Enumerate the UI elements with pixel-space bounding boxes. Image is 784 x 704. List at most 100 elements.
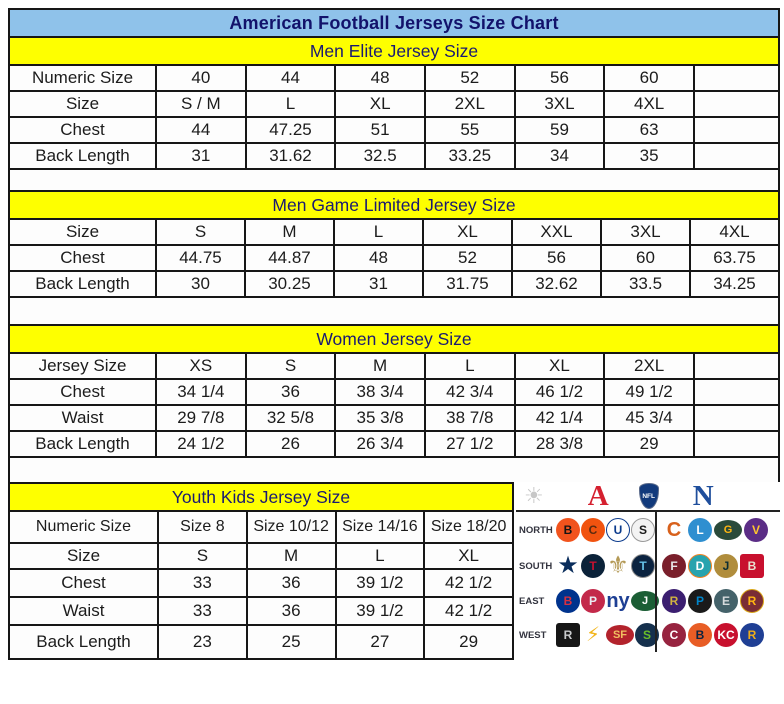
team-logo-panthers: P — [688, 589, 712, 613]
cell-value: 39 1/2 — [334, 568, 426, 598]
division-label: NORTH — [519, 524, 553, 536]
table-row: Chest 34 1/4 36 38 3/4 42 3/4 46 1/2 49 1/2 — [8, 378, 781, 406]
cell-value: 42 1/2 — [423, 568, 514, 598]
row-label: Chest — [8, 378, 157, 406]
table-row: Size S M L XL XXL 3XL 4XL — [8, 218, 780, 246]
team-logo-saints: ⚜ — [607, 552, 629, 579]
cell-value: M — [244, 218, 335, 246]
table-row: Size S M L XL — [8, 542, 514, 570]
cell-value: 44 — [244, 64, 337, 92]
cell-value: L — [333, 218, 424, 246]
table-row: Numeric Size Size 8 Size 10/12 Size 14/16 Si… — [8, 510, 514, 544]
cell-value: 2XL — [603, 352, 695, 380]
table-row: Waist 33 36 39 1/2 42 1/2 — [8, 596, 514, 626]
cell-value: 56 — [513, 64, 606, 92]
cell-value: 29 — [603, 430, 695, 458]
cell-value: 46 1/2 — [513, 378, 606, 406]
table-row: Back Length 23 25 27 29 — [8, 624, 514, 660]
size-chart-sheet: American Football Jerseys Size Chart Men… — [8, 8, 781, 660]
cell-value: 36 — [244, 378, 337, 406]
nfl-shield-icon: NFL — [638, 483, 659, 509]
team-logo-titans: T — [631, 554, 655, 578]
cell-value: S / M — [155, 90, 247, 118]
conference-header: ☀ A NFL N — [516, 479, 780, 512]
cell-value: 39 1/2 — [334, 596, 426, 626]
cell-value: 2XL — [423, 90, 516, 118]
cell-value: 31.75 — [422, 270, 513, 298]
cell-value: 26 3/4 — [334, 430, 426, 458]
team-logo-steelers: S — [631, 518, 655, 542]
row-label: Waist — [8, 596, 159, 626]
cell-value: 48 — [334, 64, 426, 92]
table-row: Chest 44 47.25 51 55 59 63 — [8, 116, 781, 144]
cell-value: 34.25 — [689, 270, 780, 298]
table-row: Back Length 24 1/2 26 26 3/4 27 1/2 28 3/8 29 — [8, 430, 781, 458]
team-logo-chargers: ⚡ — [585, 624, 601, 646]
cell-value: 35 — [603, 142, 695, 170]
section-title: Women Jersey Size — [8, 324, 780, 354]
nfc-logo: N — [692, 479, 714, 512]
afc-logo: A — [587, 479, 609, 512]
team-logo-eagles: E — [714, 589, 738, 613]
women-table: Women Jersey Size Jersey Size XS S M L XL 2XL C… — [8, 324, 781, 458]
cell-value: 28 3/8 — [513, 430, 606, 458]
team-logo-dolphins: D — [688, 554, 712, 578]
cell-value: 26 — [244, 430, 337, 458]
cell-value: M — [334, 352, 426, 380]
table-row: Size S / M L XL 2XL 3XL 4XL — [8, 90, 781, 118]
team-logo-buccaneers: B — [740, 554, 764, 578]
cell-value: 33 — [157, 596, 248, 626]
cell-value: 56 — [511, 244, 602, 272]
cell-value: XS — [155, 352, 247, 380]
cell-value — [692, 90, 781, 118]
team-logo-bills: B — [556, 589, 580, 613]
row-label: Back Length — [8, 142, 157, 170]
cell-value — [692, 352, 781, 380]
row-label: Size — [8, 218, 157, 246]
team-logo-browns: C — [581, 518, 605, 542]
team-logo-colts: U — [606, 518, 630, 542]
cell-value: 31.62 — [244, 142, 337, 170]
men-elite-table: Men Elite Jersey Size Numeric Size 40 44 48… — [8, 36, 781, 170]
cell-value: L — [334, 542, 426, 570]
section-header-row: Men Game Limited Jersey Size — [8, 190, 780, 220]
team-logo-texans: T — [581, 554, 605, 578]
team-logo-bears: C — [666, 519, 682, 541]
cell-value: 23 — [157, 624, 248, 660]
row-label: Numeric Size — [8, 510, 159, 544]
cell-value: 52 — [422, 244, 513, 272]
cell-value — [692, 430, 781, 458]
cell-value — [692, 142, 781, 170]
team-logo-raiders: R — [556, 623, 580, 647]
table-row: Numeric Size 40 44 48 52 56 60 — [8, 64, 781, 92]
section-header-row: Men Elite Jersey Size — [8, 36, 780, 66]
cell-value: S — [244, 352, 337, 380]
cell-value: 32.5 — [334, 142, 426, 170]
cell-value: 27 1/2 — [423, 430, 516, 458]
men-game-limited-table: Men Game Limited Jersey Size Size S M L XL XX… — [8, 190, 780, 298]
cell-value: XL — [513, 352, 606, 380]
cell-value: 38 3/4 — [334, 378, 426, 406]
cell-value: 55 — [423, 116, 516, 144]
table-row: Back Length 31 31.62 32.5 33.25 34 35 — [8, 142, 781, 170]
table-row: Chest 33 36 39 1/2 42 1/2 — [8, 568, 514, 598]
cell-value: L — [423, 352, 516, 380]
cell-value: 42 1/2 — [423, 596, 514, 626]
cell-value: 25 — [245, 624, 337, 660]
cell-value: 60 — [600, 244, 691, 272]
table-row: Chest 44.75 44.87 48 52 56 60 63.75 — [8, 244, 780, 272]
section-title: Youth Kids Jersey Size — [8, 482, 514, 512]
cell-value: Size 14/16 — [334, 510, 426, 544]
division-label: WEST — [519, 629, 547, 641]
team-logo-ravens: R — [662, 589, 686, 613]
spacer-strip — [8, 458, 780, 482]
row-label: Waist — [8, 404, 157, 432]
spacer-strip — [8, 170, 780, 190]
cell-value — [692, 404, 781, 432]
cell-value — [692, 64, 781, 92]
afc-team-group: ★ T ⚜ T — [556, 548, 655, 584]
cell-value: 4XL — [603, 90, 695, 118]
